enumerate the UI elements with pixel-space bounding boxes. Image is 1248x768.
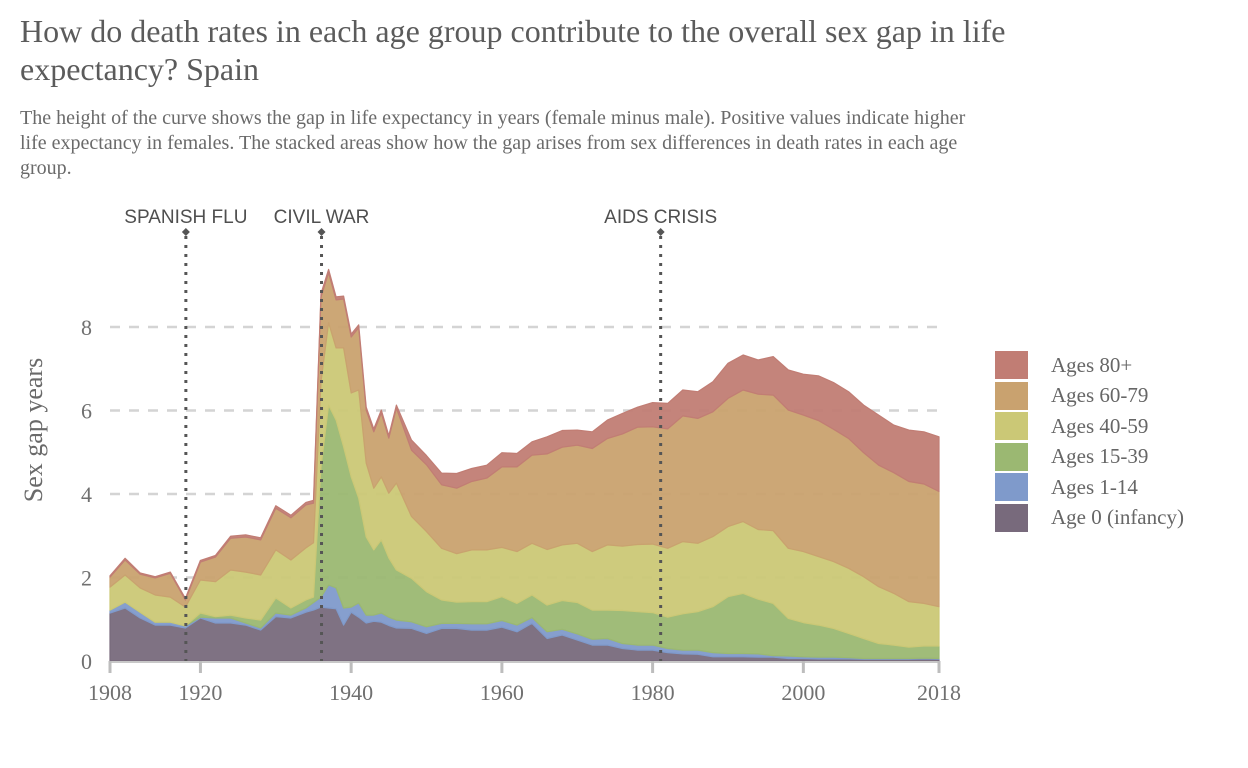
legend-label: Ages 1-14 (1051, 474, 1138, 499)
annotation-marker-icon (181, 228, 190, 236)
annotation-label: AIDS CRISIS (604, 207, 717, 228)
x-tick-label: 1908 (88, 680, 132, 705)
legend-swatch (995, 503, 1028, 532)
subtitle-line: life expectancy in females. The stacked … (20, 132, 958, 154)
annotation-label: SPANISH FLU (124, 207, 247, 228)
legend-item: Ages 1-14 (995, 472, 1184, 503)
subtitle-line: group. (20, 157, 72, 179)
x-tick-label: 2000 (781, 680, 825, 705)
chart-title: How do death rates in each age group con… (20, 12, 1005, 88)
legend-swatch (995, 381, 1028, 410)
annotation-marker-icon (317, 228, 326, 236)
axes: 0 2 4 6 8 1908 1920 1940 1960 1980 2000 2018 (81, 315, 961, 705)
title-line: How do death rates in each age group con… (20, 13, 1006, 49)
legend-label: Ages 60-79 (1051, 383, 1149, 408)
annotation-label: CIVIL WAR (274, 207, 370, 228)
legend-item: Ages 80+ (995, 350, 1184, 381)
legend-swatch (995, 473, 1028, 502)
x-tick-label: 1920 (178, 680, 222, 705)
legend-label: Ages 15-39 (1051, 444, 1149, 469)
legend-swatch (995, 351, 1028, 380)
area-layers (109, 268, 940, 662)
legend-label: Ages 80+ (1051, 352, 1133, 377)
x-tick-label: 1960 (480, 680, 524, 705)
legend-swatch (995, 412, 1028, 441)
y-tick-label: 2 (81, 566, 92, 591)
legend-label: Age 0 (infancy) (1051, 505, 1184, 530)
legend-item: Ages 15-39 (995, 442, 1184, 473)
legend-item: Age 0 (infancy) (995, 503, 1184, 534)
chart-subtitle: The height of the curve shows the gap in… (20, 106, 965, 181)
y-tick-label: 6 (81, 399, 92, 424)
x-tick-label: 1980 (631, 680, 675, 705)
y-tick-label: 4 (81, 482, 92, 507)
legend: Ages 80+ Ages 60-79 Ages 40-59 Ages 15-39 Ag… (995, 350, 1184, 533)
legend-item: Ages 60-79 (995, 381, 1184, 412)
y-tick-label: 8 (81, 315, 92, 340)
y-axis-label: Sex gap years (19, 358, 48, 502)
annotations: SPANISH FLU CIVIL WAR AIDS CRISIS (124, 207, 717, 661)
legend-item: Ages 40-59 (995, 411, 1184, 442)
x-tick-label: 2018 (917, 680, 961, 705)
subtitle-line: The height of the curve shows the gap in… (20, 107, 966, 129)
legend-swatch (995, 442, 1028, 471)
x-tick-label: 1940 (329, 680, 373, 705)
title-line: expectancy? Spain (20, 51, 259, 87)
annotation-marker-icon (656, 228, 665, 236)
legend-label: Ages 40-59 (1051, 413, 1149, 438)
area-ages-80- (109, 268, 940, 601)
y-tick-label: 0 (81, 649, 92, 674)
